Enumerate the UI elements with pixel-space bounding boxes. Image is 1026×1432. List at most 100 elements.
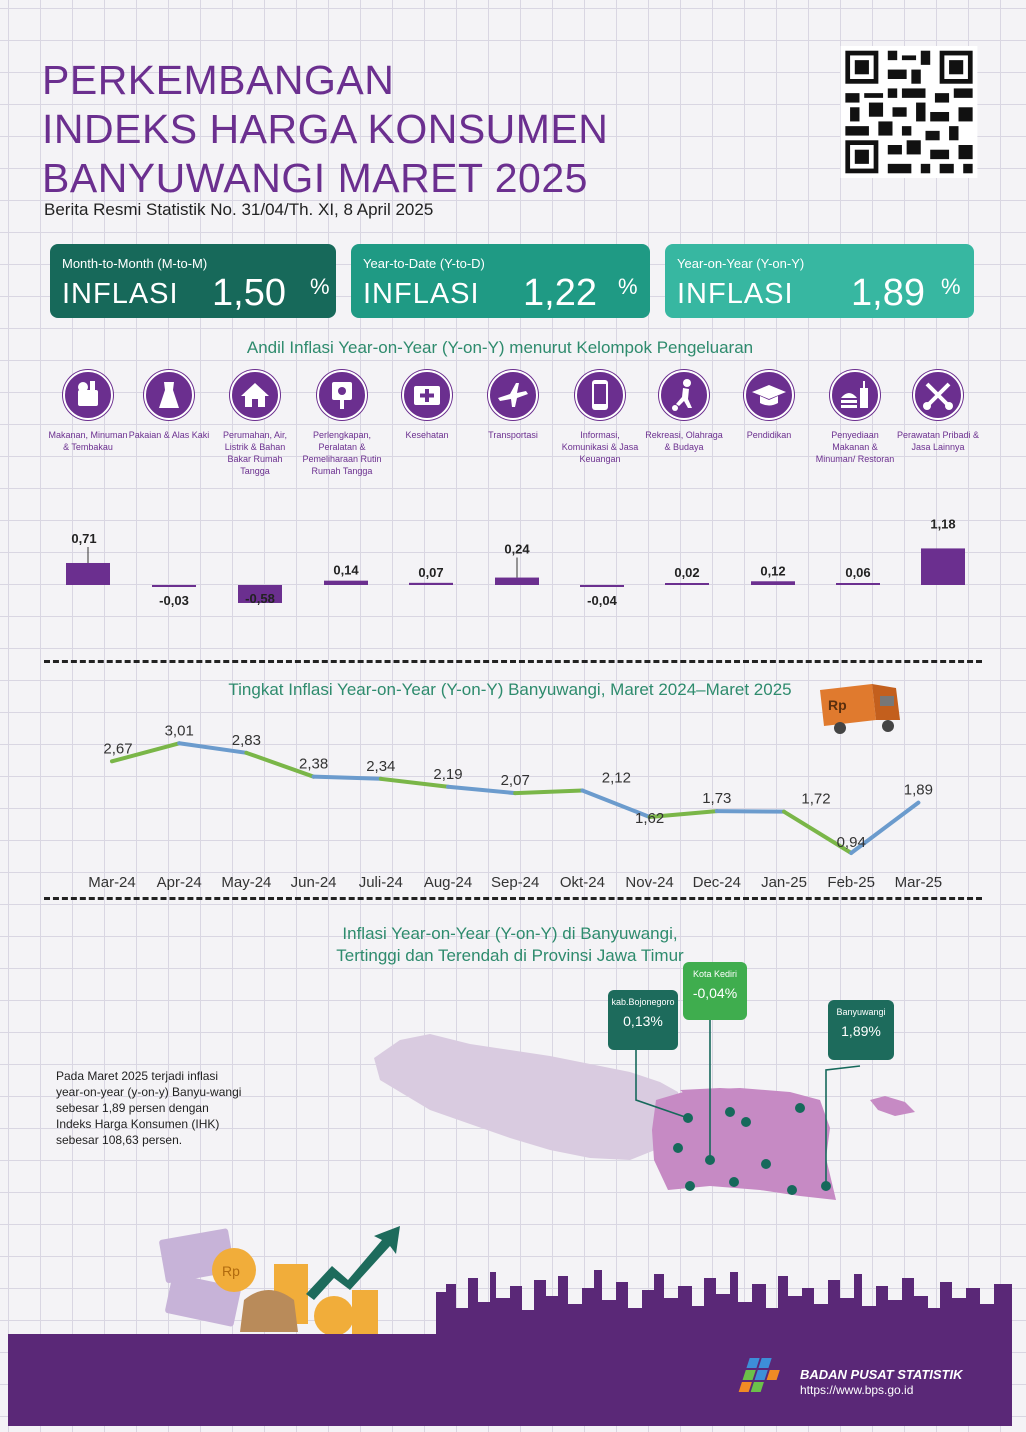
java-map [374, 1016, 915, 1200]
category-housing: Perumahan, Air, Listrik & Bahan Bakar Ru… [213, 370, 297, 477]
trend-line-segment [513, 788, 585, 796]
card-mtm-unit: % [310, 274, 330, 299]
house-icon [230, 370, 280, 420]
qr-code-icon[interactable] [840, 46, 978, 178]
andil-bar [751, 581, 795, 585]
andil-bar [324, 580, 368, 585]
map-title-line-2: Tertinggi dan Terendah di Provinsi Jawa … [336, 946, 684, 965]
andil-value-label: 0,24 [504, 542, 530, 557]
callout-banyuwangi-name: Banyuwangi [836, 1007, 886, 1017]
money-stack-icon: Rp [159, 1228, 378, 1336]
trend-line-segment [110, 741, 182, 764]
trend-x-tick-label: Nov-24 [625, 874, 673, 891]
card-ytd-word: INFLASI [363, 278, 480, 310]
trend-x-tick-label: Juli-24 [359, 874, 403, 891]
andil-bar [409, 582, 453, 585]
title-line-1: PERKEMBANGAN [42, 57, 395, 103]
trend-x-tick-label: Mar-24 [88, 874, 136, 891]
summary-paragraph: Pada Maret 2025 terjadi inflasi year-on-… [56, 1069, 242, 1147]
category-label: Perlengkapan, Peralatan & Pemeliharaan R… [302, 430, 382, 476]
trend-x-tick-label: May-24 [221, 874, 271, 891]
card-yoy-label: Year-on-Year (Y-on-Y) [677, 256, 805, 271]
map-bali [870, 1096, 915, 1116]
power-plug-icon [317, 370, 367, 420]
trend-value-label: 2,83 [232, 732, 261, 749]
category-health: Kesehatan [385, 370, 469, 441]
trend-x-tick-label: Feb-25 [827, 874, 875, 891]
trend-x-tick-label: Aug-24 [424, 874, 472, 891]
andil-bar-chart: 0,71 -0,03 -0,58 0,14 0,07 0,24 -0,04 0,02 0,12 0… [66, 516, 965, 608]
category-education: Pendidikan [727, 370, 811, 441]
category-label: Pendidikan [746, 430, 792, 440]
category-ict: Informasi, Komunikasi & Jasa Keuangan [558, 370, 642, 465]
category-label: Perumahan, Air, Listrik & Bahan Bakar Ru… [222, 430, 288, 476]
scissors-comb-icon [913, 370, 963, 420]
bps-logo-icon[interactable] [733, 1354, 793, 1404]
trend-x-tick-label: Sep-24 [491, 874, 539, 891]
andil-value-label: -0,03 [159, 593, 189, 608]
category-label: Transportasi [488, 430, 538, 440]
category-food: Makanan, Minuman & Tembakau [46, 370, 130, 453]
andil-value-label: 1,18 [930, 516, 955, 531]
callout-bojonegoro-name: kab.Bojonegoro [611, 997, 675, 1007]
trend-value-label: 1,62 [635, 810, 664, 827]
andil-value-label: 0,02 [674, 565, 699, 580]
andil-value-label: 0,07 [418, 565, 443, 580]
andil-value-label: -0,04 [587, 593, 617, 608]
map-west-central-java [374, 1034, 680, 1160]
callout-kediri-name: Kota Kediri [692, 969, 738, 979]
map-madura [680, 1088, 810, 1112]
smartphone-icon [575, 370, 625, 420]
dress-icon [144, 370, 194, 420]
callout-banyuwangi: Banyuwangi 1,89% [828, 1000, 894, 1060]
trend-line-segment [378, 776, 450, 789]
callout-bojonegoro-value: 0,13% [623, 1013, 663, 1029]
andil-bar [836, 583, 880, 585]
card-yoy-word: INFLASI [677, 278, 794, 310]
trend-value-label: 0,94 [837, 834, 866, 851]
trend-value-label: 2,38 [299, 756, 328, 773]
trend-line-segment [782, 809, 854, 855]
svg-text:Rp: Rp [222, 1263, 240, 1279]
section-divider [44, 897, 982, 900]
yoy-line-chart: 2,67 Mar-24 3,01 Apr-24 2,83 May-24 2,38 Jun-24… [88, 722, 942, 891]
soccer-player-icon [659, 370, 709, 420]
delivery-truck-icon: Rp [820, 684, 900, 734]
card-mtm-word: INFLASI [62, 278, 179, 310]
andil-bar [665, 583, 709, 585]
trend-line-segment [177, 741, 249, 755]
trend-x-tick-label: Jan-25 [761, 874, 807, 891]
trend-value-label: 1,72 [801, 791, 830, 808]
medical-kit-icon [402, 370, 452, 420]
card-mtm: Month-to-Month (M-to-M) INFLASI 1,50 % [50, 244, 336, 318]
title-line-3: BANYUWANGI MARET 2025 [42, 155, 588, 201]
card-mtm-label: Month-to-Month (M-to-M) [62, 256, 208, 271]
category-label: Pakaian & Alas Kaki [128, 430, 210, 440]
trend-value-label: 2,12 [602, 769, 631, 786]
food-basket-icon [63, 370, 113, 420]
card-ytd-label: Year-to-Date (Y-to-D) [363, 256, 485, 271]
trend-value-label: 1,73 [702, 790, 731, 807]
category-label: Penyediaan Makanan & Minuman/ Restoran [815, 430, 895, 464]
andil-bar [495, 577, 539, 585]
category-label: Kesehatan [405, 430, 449, 440]
map-section-title: Inflasi Year-on-Year (Y-on-Y) di Banyuwa… [200, 923, 820, 967]
trend-value-label: 2,19 [433, 766, 462, 783]
bps-website-link[interactable]: https://www.bps.go.id [800, 1383, 914, 1397]
callout-bojonegoro: kab.Bojonegoro 0,13% [608, 990, 678, 1050]
andil-bar [580, 585, 624, 587]
trend-x-tick-label: Apr-24 [157, 874, 202, 891]
trend-section-title: Tingkat Inflasi Year-on-Year (Y-on-Y) Ba… [228, 680, 792, 699]
trend-line-segment [647, 809, 719, 819]
bps-org-name: BADAN PUSAT STATISTIK [800, 1367, 963, 1382]
airplane-icon [488, 370, 538, 420]
callout-kediri: Kota Kediri -0,04% [683, 962, 747, 1020]
city-skyline [436, 1270, 1012, 1338]
map-east-java [652, 1088, 836, 1200]
trend-line-segment [446, 784, 518, 796]
release-subtitle: Berita Resmi Statistik No. 31/04/Th. XI,… [44, 200, 434, 219]
card-ytd: Year-to-Date (Y-to-D) INFLASI 1,22 % [351, 244, 650, 318]
trend-line-segment [714, 809, 786, 814]
burger-drink-icon [830, 370, 880, 420]
category-transport: Transportasi [471, 370, 555, 441]
